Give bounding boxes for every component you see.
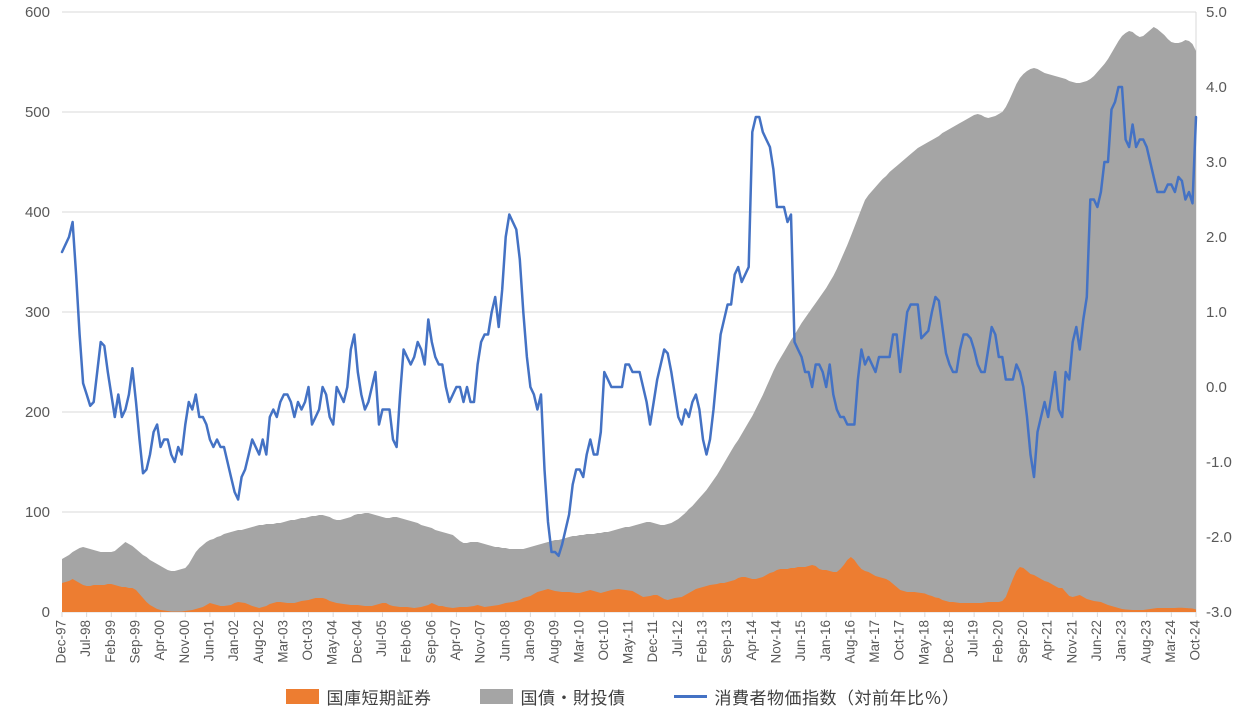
x-axis-tick-label: May-18 [916,620,931,665]
x-axis-tick-label: Jun-22 [1089,620,1104,661]
x-axis-tick-label: Apr-14 [744,620,759,661]
area-series[interactable] [62,27,1196,612]
legend-label-tbills: 国庫短期証券 [326,689,432,708]
chart-legend: 国庫短期証券 国債・財投債 消費者物価指数（対前年比％） [0,684,1245,709]
x-axis-tick-label: Feb-13 [695,620,710,663]
x-axis-tick-label: Dec-04 [349,620,364,664]
left-axis-tick-label: 200 [25,404,50,421]
right-axis-tick-label: 4.0 [1206,79,1227,96]
left-axis-tick-label: 100 [25,504,50,521]
x-axis-tick-label: Mar-03 [275,620,290,663]
x-axis-tick-label: Nov-07 [473,620,488,664]
left-axis-tick-label: 600 [25,4,50,21]
right-axis-tick-label: -3.0 [1206,604,1232,621]
x-axis-tick-label: Apr-00 [152,620,167,661]
left-axis-tick-label: 400 [25,204,50,221]
x-axis-tick-label: Jan-02 [226,620,241,661]
legend-item-jgb[interactable]: 国債・財投債 [479,684,626,709]
legend-item-tbills[interactable]: 国庫短期証券 [285,684,432,709]
x-axis-tick-label: Feb-99 [103,620,118,663]
right-axis-tick-label: -2.0 [1206,529,1232,546]
x-axis-tick-label: Aug-02 [251,620,266,664]
x-axis-tick-label: May-04 [325,620,340,666]
right-axis-tick-label: 1.0 [1206,304,1227,321]
x-axis-tick-label: Jun-08 [497,620,512,661]
x-axis-tick-label: Apr-07 [448,620,463,661]
x-axis-tick-label: Nov-14 [768,620,783,664]
x-axis-tick-label: Mar-24 [1163,620,1178,663]
x-axis-tick-label: Oct-03 [300,620,315,661]
x-axis-tick-label: Jul-12 [670,620,685,657]
x-axis-tick-label: Jun-01 [201,620,216,661]
right-axis-tick-label: -1.0 [1206,454,1232,471]
x-axis-tick-label: Aug-09 [547,620,562,664]
left-axis-tick-label: 0 [42,604,50,621]
x-axis-tick-label: Jun-15 [793,620,808,661]
x-axis-tick-label: Mar-10 [571,620,586,663]
left-axis-tick-label: 300 [25,304,50,321]
area-series[interactable] [62,557,1196,612]
x-axis-tick-label: Aug-16 [842,620,857,664]
legend-label-cpi: 消費者物価指数（対前年比％） [714,689,960,708]
x-axis-tick-label: Oct-10 [596,620,611,661]
x-axis-tick-label: Aug-23 [1138,620,1153,664]
gray-area-swatch-icon [479,689,513,704]
x-axis-tick-label: Feb-20 [990,620,1005,663]
x-axis-tick-label: Sep-99 [128,620,143,664]
x-axis-tick-label: Jul-05 [374,620,389,657]
right-axis-tick-label: 2.0 [1206,229,1227,246]
x-axis-tick-label: Dec-18 [941,620,956,664]
x-axis-tick-label: Mar-17 [867,620,882,663]
x-axis-tick-label: Oct-24 [1188,620,1203,661]
left-axis-tick-label: 500 [25,104,50,121]
x-axis-tick-label: Feb-06 [399,620,414,663]
x-axis-tick-label: Apr-21 [1040,620,1055,661]
x-axis-tick-label: May-11 [621,620,636,664]
right-axis-tick-label: 5.0 [1206,4,1227,21]
x-axis-tick-label: Sep-20 [1015,620,1030,664]
right-axis-tick-label: 0.0 [1206,379,1227,396]
right-axis-tick-label: 3.0 [1206,154,1227,171]
x-axis-tick-label: Dec-11 [645,620,660,663]
blue-line-swatch-icon [673,695,707,698]
legend-item-cpi[interactable]: 消費者物価指数（対前年比％） [673,684,960,709]
x-axis-tick-label: Jan-16 [818,620,833,661]
x-axis-tick-label: Dec-97 [54,620,69,664]
legend-label-jgb: 国債・財投債 [520,689,626,708]
orange-area-swatch-icon [285,689,319,704]
x-axis-tick-label: Jan-23 [1114,620,1129,661]
x-axis-tick-label: Jan-09 [522,620,537,661]
line-series[interactable] [60,85,1198,558]
x-axis-tick-label: Nov-21 [1064,620,1079,664]
x-axis-tick-label: Sep-06 [423,620,438,664]
x-axis-tick-label: Sep-13 [719,620,734,664]
x-axis-tick-label: Nov-00 [177,620,192,664]
x-axis-tick-label: Jul-19 [966,620,981,657]
x-axis-tick-label: Jul-98 [78,620,93,657]
x-axis-tick-label: Oct-17 [892,620,907,661]
